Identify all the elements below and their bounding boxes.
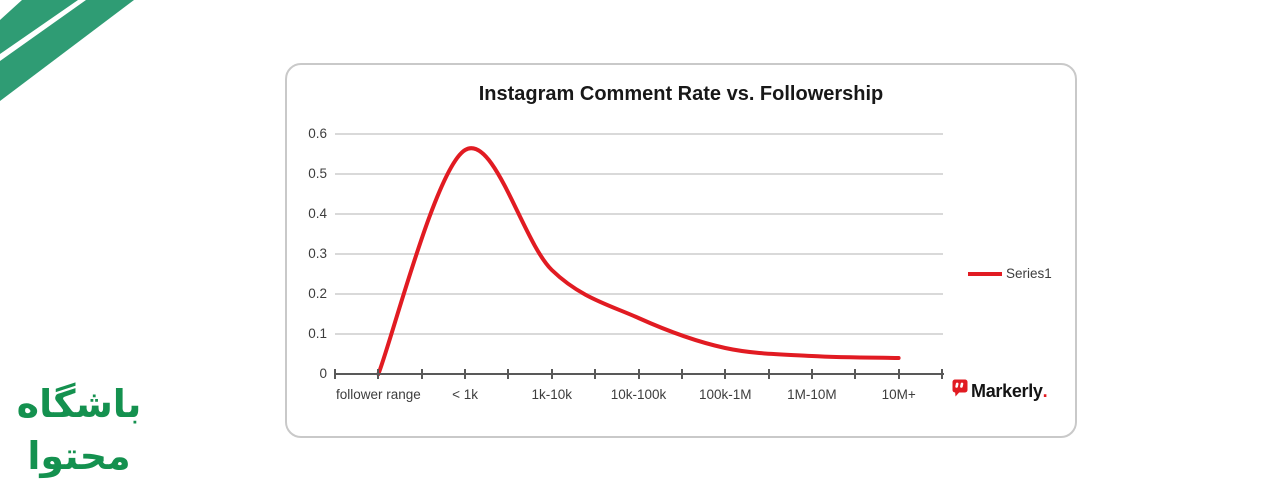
x-axis-tick — [724, 369, 727, 379]
x-axis-tick — [594, 369, 597, 379]
gridline — [335, 173, 943, 175]
y-axis-label: 0.1 — [308, 326, 327, 341]
x-axis-tick — [377, 369, 380, 379]
markerly-dot: . — [1042, 381, 1048, 401]
gridline — [335, 293, 943, 295]
series1-line — [376, 146, 901, 376]
y-axis-label: 0.6 — [308, 126, 327, 141]
y-axis-label: 0.5 — [308, 166, 327, 181]
gridline — [335, 253, 943, 255]
y-axis-label: 0.4 — [308, 206, 327, 221]
x-axis-label: 1k-10k — [531, 387, 573, 402]
x-axis-label: < 1k — [452, 387, 479, 402]
x-axis-tick — [507, 369, 510, 379]
x-axis-tick — [464, 369, 467, 379]
legend-line-swatch — [968, 271, 1002, 276]
markerly-logo: Markerly . — [952, 379, 1048, 402]
line-series — [376, 146, 901, 376]
x-axis-label: 100k-1M — [698, 387, 752, 402]
markerly-wordmark: Markerly — [971, 381, 1043, 401]
x-axis-tick — [680, 369, 683, 379]
x-axis-label: 10M+ — [881, 387, 916, 402]
x-axis-tick — [767, 369, 770, 379]
x-axis-tick — [420, 369, 423, 379]
gridline — [335, 333, 943, 335]
y-axis-label: 0.2 — [308, 286, 327, 301]
x-axis-label: follower range — [335, 387, 421, 402]
x-axis-label: 10k-100k — [610, 387, 667, 402]
x-axis-label: 1M-10M — [787, 387, 837, 402]
x-axis-tick — [810, 369, 813, 379]
x-axis-tick — [637, 369, 640, 379]
corner-stripes-decoration — [0, 0, 200, 140]
x-axis-tick — [854, 369, 857, 379]
y-axis-label: 0 — [319, 366, 327, 381]
site-logo-line2: محتوا — [27, 434, 131, 478]
legend-series-label: Series1 — [1006, 266, 1052, 281]
site-logo-line1: باشگاه — [16, 382, 142, 426]
speech-bubble-quotes-icon — [952, 379, 968, 397]
chart-card: Instagram Comment Rate vs. Followership … — [285, 63, 1077, 438]
gridline — [335, 213, 943, 215]
legend: Series1 — [968, 266, 1052, 281]
x-axis-tick — [334, 369, 336, 379]
site-logo: باشگاه محتوا — [8, 378, 150, 482]
gridline — [335, 133, 943, 135]
y-axis-label: 0.3 — [308, 246, 327, 261]
diagonal-stripes-icon — [0, 0, 134, 101]
x-axis-tick — [941, 369, 943, 379]
chart-title: Instagram Comment Rate vs. Followership — [478, 83, 884, 105]
x-axis-tick — [897, 369, 900, 379]
x-axis-tick — [550, 369, 553, 379]
x-axis-line — [335, 373, 944, 375]
